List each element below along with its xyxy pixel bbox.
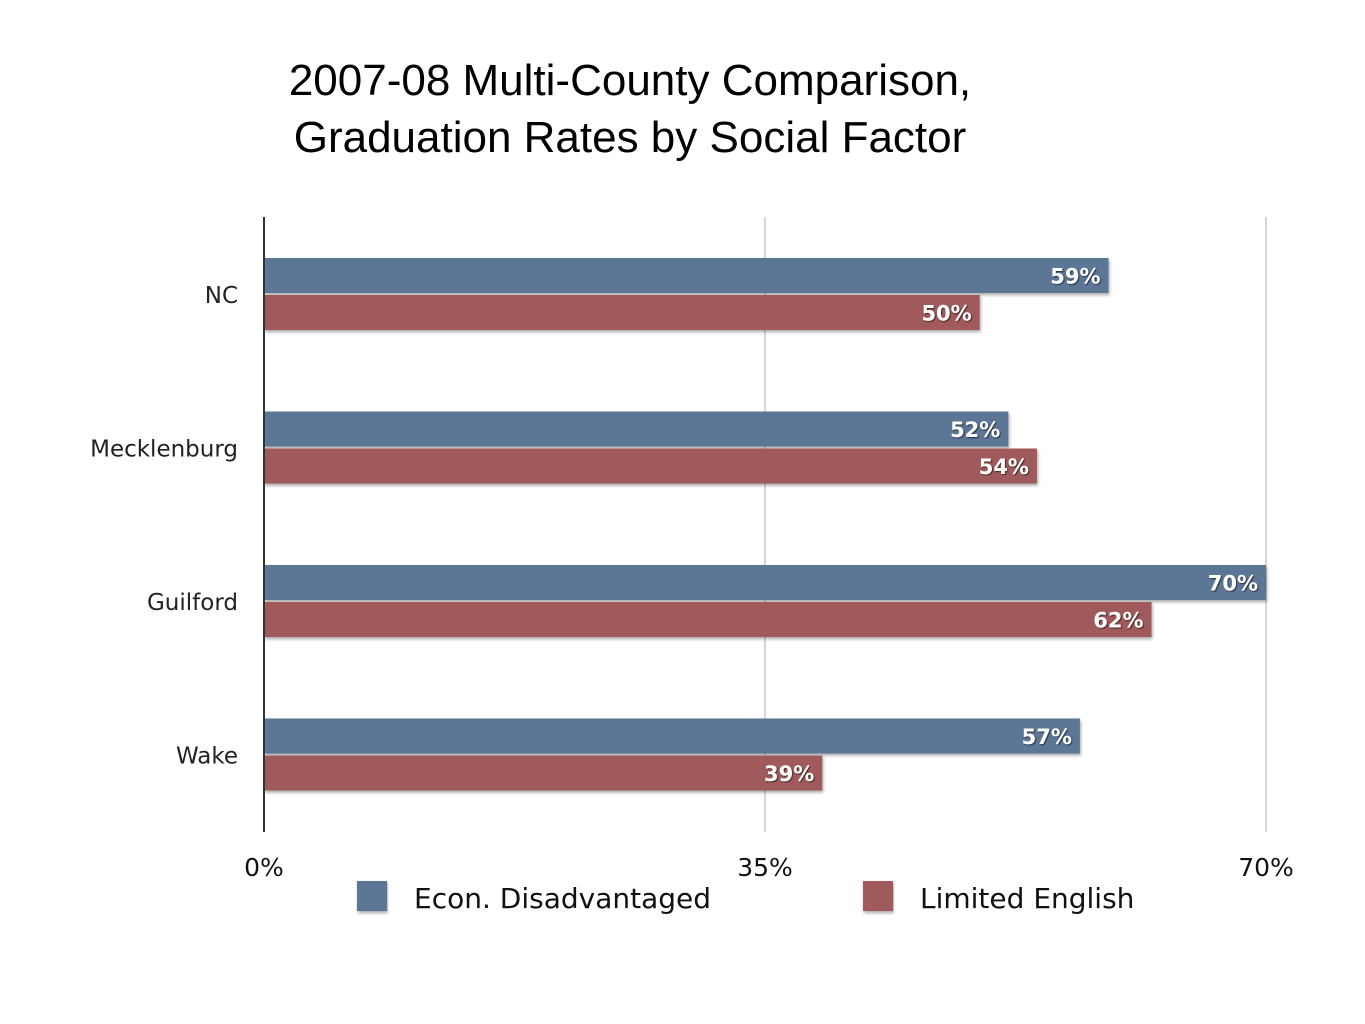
bar-1-2 [264, 602, 1152, 637]
data-label: 62% [1093, 609, 1143, 633]
category-label: Mecklenburg [90, 437, 238, 463]
bar-1-0 [264, 295, 980, 330]
chart-title-line-2: Graduation Rates by Social Factor [293, 113, 967, 162]
category-label: Guilford [147, 590, 238, 616]
axis-layer: 0% 35% 70% NC Mecklenburg Guilford Wake [90, 217, 1294, 882]
data-label: 52% [950, 418, 1000, 442]
x-tick-label: 70% [1238, 853, 1294, 882]
legend-swatch-1 [863, 881, 893, 911]
bar-1-1 [264, 448, 1037, 484]
data-label: 54% [979, 455, 1029, 479]
x-tick-label: 0% [244, 853, 284, 882]
data-label: 57% [1022, 725, 1072, 749]
x-tick-label: 35% [737, 853, 793, 882]
category-label: Wake [176, 744, 238, 770]
data-label: 59% [1050, 265, 1100, 289]
legend: Econ. Disadvantaged Limited English [357, 881, 1134, 915]
chart-title-line-1: 2007-08 Multi-County Comparison, [288, 56, 972, 105]
data-label: 39% [764, 762, 814, 786]
bar-0-2 [264, 565, 1266, 600]
chart-title: 2007-08 Multi-County Comparison, Graduat… [130, 52, 1130, 166]
bar-0-0 [264, 258, 1109, 293]
data-label: 70% [1208, 572, 1258, 596]
bar-0-3 [264, 718, 1080, 754]
category-label: NC [205, 283, 238, 309]
data-label: 50% [921, 302, 971, 326]
legend-swatch-0 [357, 881, 387, 911]
legend-label-0: Econ. Disadvantaged [414, 882, 711, 915]
bar-1-3 [264, 755, 823, 791]
bars-layer: 59% 50% 52% 54% 70% 62% 57% 39% [264, 258, 1266, 791]
bar-0-1 [264, 411, 1009, 447]
legend-label-1: Limited English [920, 882, 1134, 915]
